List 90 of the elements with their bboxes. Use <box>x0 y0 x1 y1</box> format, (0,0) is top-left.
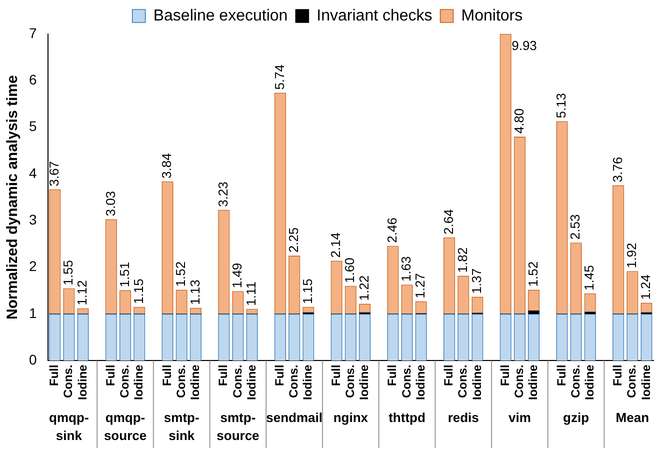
total-label: 3.23 <box>215 182 230 207</box>
total-label: 3.76 <box>610 156 625 182</box>
x-tick-label: Cons. <box>342 364 357 398</box>
x-tick-label: Iodine <box>75 364 90 400</box>
x-tick-label: Full <box>498 364 512 386</box>
x-tick-label: Iodine <box>244 364 258 400</box>
total-label: 1.52 <box>173 261 188 287</box>
total-label: 3.84 <box>159 153 174 178</box>
text: qmqp-source <box>104 410 147 444</box>
x-tick-label: Full <box>554 364 568 386</box>
text: vim <box>508 410 531 426</box>
total-label: 1.24 <box>638 274 654 300</box>
annotation: 9.93 <box>512 38 537 54</box>
x-tick-label: Full <box>47 364 62 386</box>
total-label: 1.60 <box>342 258 358 283</box>
x-tick-label: Iodine <box>582 364 596 400</box>
x-tick-label: Cons. <box>512 364 526 398</box>
text: thttpd <box>388 410 426 426</box>
x-tick-label: Cons. <box>61 364 76 398</box>
total-label: 1.12 <box>74 280 90 306</box>
total-label: 1.11 <box>244 282 259 306</box>
x-tick-label: Full <box>385 364 400 386</box>
total-label: 4.80 <box>511 108 526 134</box>
total-label: 1.22 <box>356 275 372 301</box>
x-tick-label: Full <box>103 364 118 386</box>
x-tick-label: Full <box>610 364 625 386</box>
legend-label: Monitors <box>461 7 523 24</box>
x-tick-label: Cons. <box>286 364 301 398</box>
x-tick-label: Full <box>216 364 230 386</box>
x-tick-label: Iodine <box>413 364 428 400</box>
x-tick-label: Cons. <box>568 364 582 398</box>
x-tick-label: Full <box>442 364 456 386</box>
total-label: 1.52 <box>525 261 540 287</box>
x-tick-label: Cons. <box>174 364 188 398</box>
text: gzip <box>563 410 590 426</box>
total-label: 1.63 <box>398 256 414 282</box>
x-tick-label: Iodine <box>132 364 146 400</box>
x-tick-label: Cons. <box>399 364 414 398</box>
y-tick-label: 4 <box>28 164 37 181</box>
total-label: 2.14 <box>328 232 344 258</box>
y-tick-label: 5 <box>28 118 37 134</box>
x-tick-label: Iodine <box>300 364 315 400</box>
x-tick-label: Full <box>272 364 287 386</box>
total-label: 1.55 <box>60 260 76 286</box>
total-label: 1.15 <box>130 278 146 304</box>
x-tick-label: Iodine <box>470 364 484 400</box>
x-tick-label: Cons. <box>456 364 470 398</box>
text: nginx <box>333 410 369 426</box>
total-label: 1.82 <box>454 247 470 273</box>
text: sendmail <box>266 410 322 426</box>
total-label: 1.51 <box>116 262 132 288</box>
total-label: 2.25 <box>286 227 301 253</box>
total-label: 1.15 <box>300 278 315 304</box>
total-label: 2.64 <box>440 209 456 234</box>
total-label: 2.46 <box>384 218 400 243</box>
x-tick-label: Cons. <box>230 364 244 398</box>
x-tick-label: Iodine <box>357 364 372 400</box>
y-tick-label: 3 <box>28 212 37 228</box>
text: qmqp-sink <box>49 410 89 444</box>
total-label: 3.67 <box>46 161 62 186</box>
total-label: 5.74 <box>272 64 287 90</box>
y-tick-label: 6 <box>28 72 37 88</box>
y-tick-label: 7 <box>28 24 37 41</box>
y-tick-label: 2 <box>28 258 37 274</box>
x-tick-label: Iodine <box>188 364 202 400</box>
text: smtp-source <box>216 410 260 444</box>
x-tick-label: Iodine <box>526 364 540 400</box>
x-tick-label: Cons. <box>118 364 132 398</box>
total-label: 1.37 <box>469 268 484 294</box>
text: redis <box>448 410 479 426</box>
legend-label: Invariant checks <box>316 7 432 24</box>
total-label: 1.49 <box>230 262 245 288</box>
text: Mean <box>616 410 650 426</box>
x-tick-label: Full <box>160 364 174 386</box>
x-tick-label: Full <box>328 364 343 386</box>
total-label: 1.92 <box>624 242 639 268</box>
x-tick-label: Cons. <box>624 364 639 398</box>
total-label: 1.45 <box>582 265 597 290</box>
y-axis-title: Normalized dynamic analysis time <box>4 75 22 320</box>
total-label: 1.27 <box>412 273 428 298</box>
y-tick-label: 0 <box>28 352 37 368</box>
text: smtp-sink <box>164 410 200 444</box>
bar <box>528 310 540 314</box>
total-label: 5.13 <box>554 92 569 118</box>
total-label: 2.53 <box>568 214 583 240</box>
x-tick-label: Iodine <box>638 364 653 400</box>
total-label: 3.03 <box>102 190 118 216</box>
total-label: 1.13 <box>187 280 202 305</box>
legend-label: Baseline execution <box>153 7 288 24</box>
y-tick-label: 1 <box>28 304 37 321</box>
